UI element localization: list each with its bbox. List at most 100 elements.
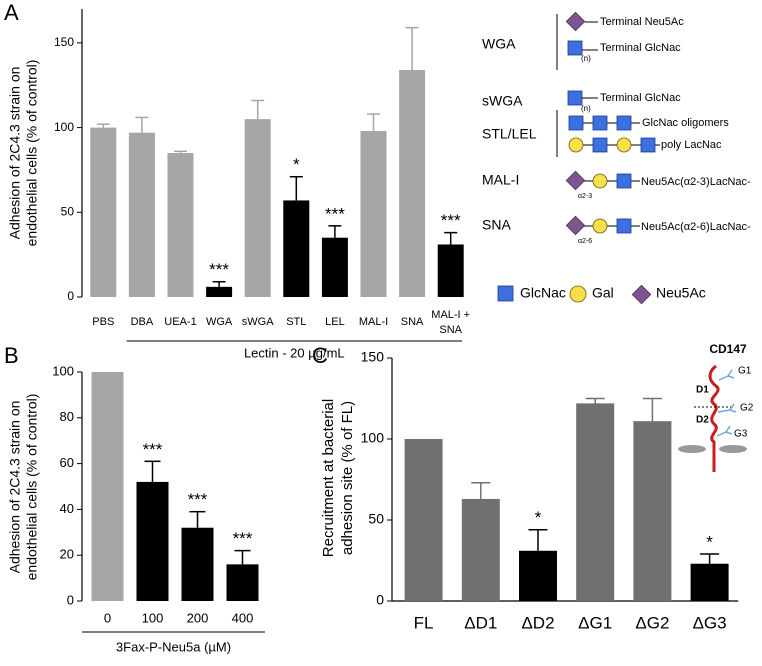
x-tick-label: STL [286, 316, 306, 328]
legend-label: GlcNac [520, 285, 566, 301]
y-tick-label: 0 [67, 592, 74, 607]
y-tick-label: 50 [61, 204, 75, 218]
neu5ac-symbol [565, 215, 586, 236]
error-bar [251, 99, 265, 120]
bar [226, 564, 259, 601]
x-tick-label: DBA [131, 316, 154, 328]
subscript: (n) [581, 104, 591, 113]
significance: *** [188, 490, 208, 509]
gal-symbol [568, 137, 584, 153]
x-axis-label: Lectin - 20 µg/mL [244, 345, 345, 360]
glcnac-symbol [567, 90, 583, 106]
glycan-text: poly LacNac [661, 139, 722, 151]
domain-label: D2 [696, 415, 709, 426]
error-bar [189, 510, 206, 528]
y-tick-label: 100 [52, 363, 74, 378]
significance: * [293, 155, 300, 174]
bar [90, 127, 117, 298]
significance: *** [143, 440, 163, 459]
glcnac-symbol [497, 285, 514, 302]
error-bar [96, 123, 110, 128]
glcnac-symbol [616, 173, 632, 189]
x-tick-label: 0 [104, 610, 111, 625]
bar [437, 244, 464, 297]
x-tick-label: ΔG2 [635, 613, 669, 632]
y-tick-label: 50 [368, 511, 384, 527]
lectin-label: STL/LEL [482, 126, 537, 142]
gal-symbol [616, 137, 632, 153]
glcnac-symbol [616, 115, 632, 131]
x-tick-label: ΔD1 [464, 613, 497, 632]
y-tick-label: 150 [361, 349, 385, 365]
y-axis-label: endothelial cells (% of control) [24, 60, 40, 247]
linkage: α2-6 [578, 238, 592, 245]
glycan-branches [716, 369, 737, 437]
bar [283, 200, 310, 297]
bar [404, 439, 443, 601]
glcnac-symbol [567, 40, 583, 56]
lectin-label: MAL-I [482, 172, 519, 188]
significance: *** [325, 204, 345, 223]
bar [91, 372, 124, 601]
x-tick-label: sWGA [242, 316, 274, 328]
error-bar [444, 231, 458, 245]
x-tick-label: ΔG3 [693, 613, 727, 632]
glcnac-symbol [640, 137, 656, 153]
x-tick-label-line: MAL-I + [431, 309, 470, 321]
glycan-label: G2 [740, 403, 754, 414]
x-tick-label: LEL [325, 316, 345, 328]
y-tick-label: 0 [67, 289, 74, 303]
neu5ac-symbol [565, 11, 586, 32]
membrane [719, 445, 747, 453]
x-tick-label: 100 [142, 610, 164, 625]
bar [244, 119, 271, 297]
error-bar [471, 481, 491, 499]
bar [181, 527, 214, 601]
glycan-label: G3 [734, 429, 748, 440]
y-tick-label: 100 [361, 430, 385, 446]
significance: *** [441, 211, 461, 230]
bar [206, 286, 233, 297]
error-bar [174, 150, 187, 153]
x-axis-label: 3Fax-P-Neu5a (µM) [116, 639, 231, 654]
x-tick-label: UEA-1 [164, 316, 196, 328]
significance: * [535, 508, 542, 527]
bar [690, 563, 729, 601]
error-bar [234, 549, 251, 565]
y-axis-label: Adhesion of 2C4.3 strain on [7, 67, 23, 240]
x-tick-label: SNA [401, 316, 424, 328]
x-tick-label: FL [414, 613, 434, 632]
neu5ac-symbol [565, 170, 586, 191]
y-axis-label: endothelial cells (% of control) [24, 394, 40, 581]
x-tick-label: ΔD2 [521, 613, 554, 632]
gal-symbol [592, 218, 608, 234]
x-tick-label: MAL-I [359, 316, 388, 328]
x-tick-label: 200 [187, 610, 209, 625]
glycan-label: G1 [738, 366, 752, 377]
y-tick-label: 80 [60, 409, 74, 424]
glycan-text: Terminal GlcNac [600, 42, 681, 54]
panel-letter: A [4, 0, 19, 25]
bar [633, 421, 672, 601]
glycan-key: WGA Terminal Neu5Ac (n) Terminal GlcNac … [482, 11, 751, 305]
glycan-text: GlcNac oligomers [642, 117, 729, 129]
significance: *** [233, 529, 253, 548]
bar [461, 498, 500, 601]
y-tick-label: 150 [54, 35, 74, 49]
x-tick-label: 400 [232, 610, 254, 625]
error-bar [135, 116, 149, 133]
x-tick-label: WGA [206, 316, 233, 328]
error-bar [528, 528, 548, 551]
bar [360, 130, 387, 297]
bar [136, 481, 169, 601]
bar [399, 69, 426, 297]
glycan-text: Neu5Ac(α2-3)LacNac- [641, 176, 751, 188]
gal-symbol [569, 285, 587, 303]
panel-letter: C [312, 343, 328, 368]
domain-label: D1 [696, 385, 709, 396]
bar [128, 132, 155, 297]
glcnac-symbol [592, 137, 608, 153]
lectin-label: sWGA [482, 93, 523, 109]
bar [576, 403, 615, 601]
membrane [678, 445, 706, 453]
